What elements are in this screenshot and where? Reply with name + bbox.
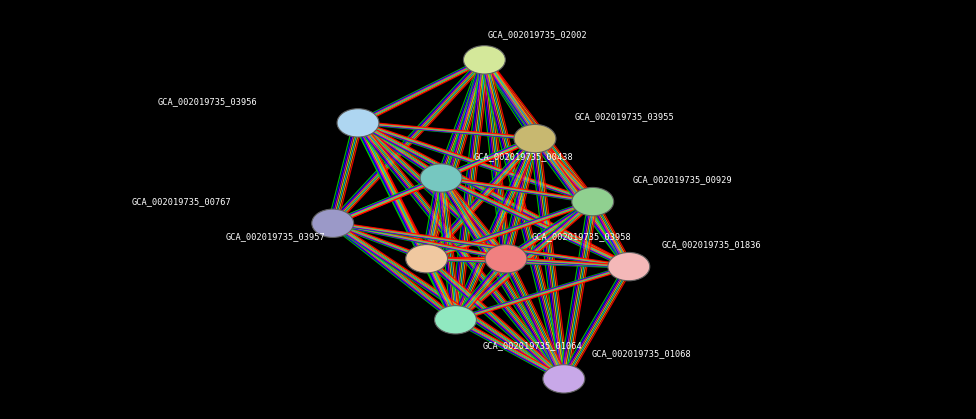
Text: GCA_002019735_03958: GCA_002019735_03958 bbox=[531, 233, 631, 242]
Text: GCA_002019735_00929: GCA_002019735_00929 bbox=[632, 176, 732, 184]
Ellipse shape bbox=[485, 245, 527, 273]
Ellipse shape bbox=[337, 109, 379, 137]
Ellipse shape bbox=[543, 365, 585, 393]
Ellipse shape bbox=[464, 46, 506, 74]
Text: GCA_002019735_01064: GCA_002019735_01064 bbox=[483, 341, 583, 350]
Text: GCA_002019735_03956: GCA_002019735_03956 bbox=[157, 97, 257, 106]
Text: GCA_002019735_00767: GCA_002019735_00767 bbox=[132, 197, 231, 206]
Ellipse shape bbox=[420, 164, 462, 192]
Ellipse shape bbox=[311, 209, 353, 238]
Text: GCA_002019735_03957: GCA_002019735_03957 bbox=[225, 233, 326, 242]
Ellipse shape bbox=[514, 124, 556, 153]
Text: GCA_002019735_01836: GCA_002019735_01836 bbox=[662, 241, 761, 249]
Text: GCA_002019735_00438: GCA_002019735_00438 bbox=[473, 152, 573, 161]
Ellipse shape bbox=[572, 187, 614, 216]
Text: GCA_002019735_03955: GCA_002019735_03955 bbox=[575, 112, 674, 122]
Text: GCA_002019735_01068: GCA_002019735_01068 bbox=[591, 349, 691, 358]
Ellipse shape bbox=[406, 245, 448, 273]
Text: GCA_002019735_02002: GCA_002019735_02002 bbox=[488, 30, 588, 39]
Ellipse shape bbox=[608, 252, 650, 281]
Ellipse shape bbox=[434, 305, 476, 334]
